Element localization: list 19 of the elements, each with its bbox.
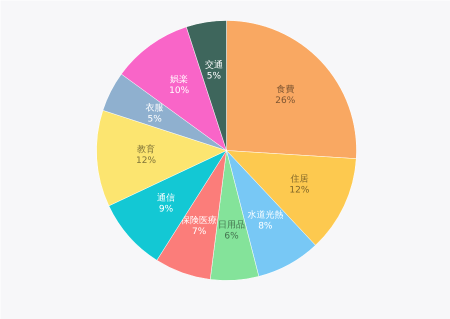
- data-label: 5%: [148, 114, 162, 124]
- slice-label: 食費: [276, 84, 294, 95]
- data-label: 12%: [136, 156, 157, 166]
- data-label: 12%: [289, 185, 310, 196]
- slice-label: 住居: [290, 173, 308, 184]
- data-label: 7%: [192, 226, 207, 237]
- data-label: 5%: [206, 71, 222, 82]
- slice-label: 通信: [157, 192, 176, 204]
- slice-label: 水道光熱: [247, 210, 284, 221]
- slice-label: 教育: [137, 144, 156, 156]
- data-label: 9%: [158, 204, 174, 214]
- slice-label: 衣服: [146, 102, 164, 114]
- data-label: 26%: [275, 96, 296, 106]
- slice-label: 交通: [204, 59, 223, 70]
- slice-label: 娯楽: [170, 74, 188, 85]
- data-label: 8%: [258, 222, 273, 232]
- slice-label: 日用品: [218, 219, 246, 230]
- data-label: 10%: [169, 86, 190, 96]
- data-label: 6%: [224, 231, 240, 242]
